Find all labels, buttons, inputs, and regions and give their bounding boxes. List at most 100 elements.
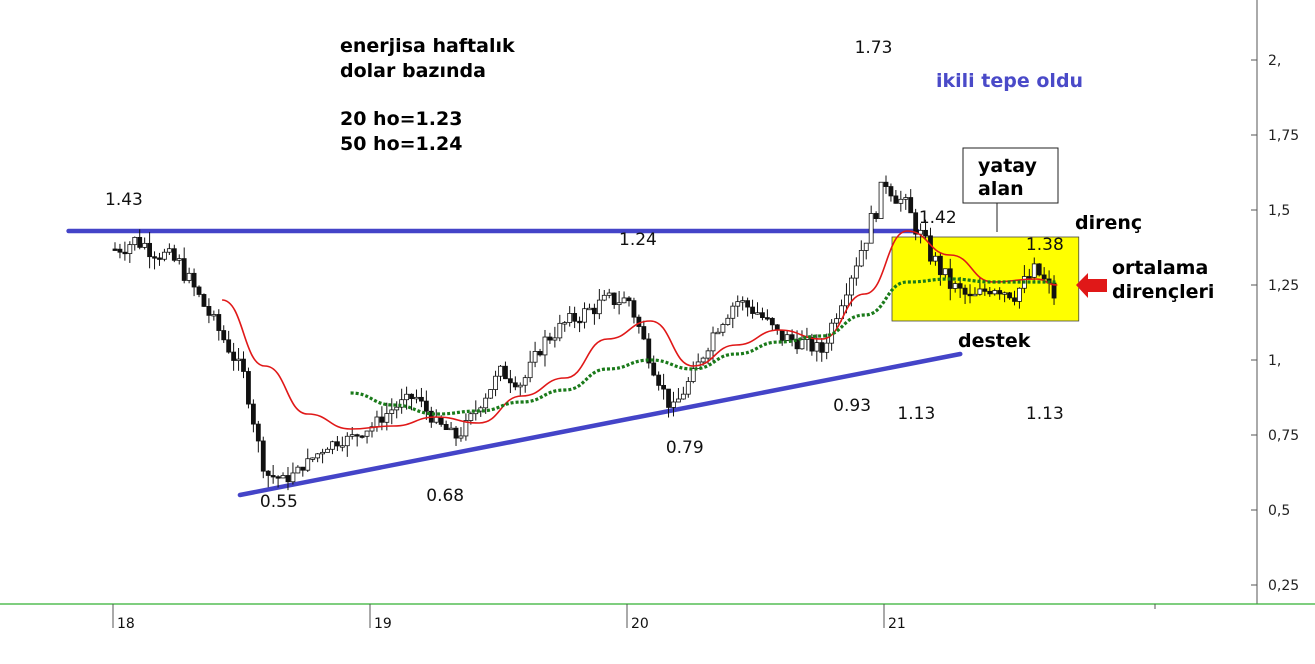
price-label: 1.24	[619, 230, 657, 250]
candlesticks	[112, 175, 1057, 491]
candle-body	[537, 351, 543, 356]
candle-body	[330, 441, 335, 450]
candle-body	[384, 413, 390, 423]
candle-body	[853, 265, 859, 279]
candle-body	[241, 358, 246, 372]
price-label: 1.13	[897, 404, 935, 424]
candle-body	[142, 242, 148, 248]
candle-body	[443, 423, 449, 431]
candle-body	[868, 213, 874, 244]
candle-body	[216, 314, 222, 331]
candle-body	[191, 272, 197, 288]
y-tick-label: 0,25	[1268, 578, 1299, 594]
price-label: 0.68	[426, 486, 464, 506]
candle-body	[893, 195, 899, 204]
candle-body	[305, 458, 311, 471]
candle-body	[819, 342, 825, 353]
candle-body	[596, 299, 602, 315]
candle-body	[676, 398, 681, 403]
candle-body	[774, 324, 780, 331]
candle-body	[285, 475, 291, 483]
candle-body	[1041, 274, 1047, 280]
candle-body	[270, 475, 276, 478]
candle-body	[789, 334, 795, 341]
arrow-icon	[1076, 273, 1107, 298]
candle-body	[260, 440, 266, 472]
candle-body	[359, 435, 365, 438]
candle-body	[977, 288, 983, 295]
candle-body	[325, 448, 330, 453]
candle-body	[863, 242, 869, 251]
candle-body	[354, 434, 360, 437]
candle-body	[364, 430, 370, 437]
candle-body	[280, 475, 286, 479]
resistance-note: direnç	[1075, 212, 1142, 234]
candle-body	[295, 466, 301, 474]
candle-body	[1026, 276, 1032, 279]
candle-body	[211, 314, 217, 317]
ma-resistance-note-2: dirençleri	[1112, 281, 1214, 303]
price-label: 1.43	[105, 190, 143, 210]
candle-body	[888, 186, 894, 197]
candle-body	[992, 290, 998, 295]
candle-body	[438, 416, 444, 425]
candle-body	[858, 250, 864, 267]
candle-body	[201, 294, 207, 307]
candle-body	[423, 400, 429, 412]
candle-body	[488, 389, 494, 399]
candle-body	[715, 331, 721, 335]
candle-body	[814, 342, 820, 352]
candle-body	[221, 330, 227, 341]
y-tick-label: 1,25	[1268, 278, 1299, 294]
candle-body	[226, 339, 232, 353]
y-tick-label: 1,	[1268, 353, 1281, 369]
price-labels: 1.430.550.681.240.790.931.731.841.421.38…	[105, 38, 1064, 512]
candle-body	[784, 334, 790, 341]
candle-body	[399, 399, 405, 408]
candle-body	[690, 368, 696, 382]
candle-body	[137, 236, 143, 248]
candle-body	[344, 435, 350, 447]
title-line-2: dolar bazında	[340, 60, 486, 82]
candle-body	[453, 427, 459, 439]
candle-body	[844, 294, 849, 307]
candle-body	[878, 181, 884, 219]
candle-body	[680, 393, 686, 400]
candle-body	[849, 277, 854, 296]
candle-body	[923, 229, 928, 237]
candle-body	[433, 416, 439, 423]
candle-body	[414, 396, 419, 400]
candle-body	[685, 381, 691, 395]
ma50-note: 50 ho=1.24	[340, 133, 462, 155]
candle-body	[997, 290, 1003, 295]
candle-body	[265, 470, 271, 476]
candle-body	[1017, 287, 1022, 302]
candle-body	[374, 416, 380, 428]
candle-body	[122, 251, 128, 255]
price-label: 0.55	[260, 492, 298, 512]
candle-body	[315, 453, 321, 459]
candle-body	[557, 322, 563, 339]
candle-body	[532, 351, 538, 363]
price-label: 0.93	[833, 396, 871, 416]
candle-body	[231, 351, 237, 361]
candle-body	[127, 244, 133, 254]
candle-body	[769, 317, 775, 326]
support-note: destek	[958, 330, 1031, 352]
candle-body	[1002, 292, 1008, 295]
candle-body	[463, 420, 469, 437]
candle-body	[448, 427, 454, 431]
ma-resistance-note-1: ortalama	[1112, 257, 1208, 279]
candle-body	[246, 371, 251, 405]
range-label-box	[962, 147, 1059, 204]
candle-body	[720, 324, 726, 333]
candle-body	[552, 337, 558, 341]
candle-body	[290, 472, 296, 483]
candle-body	[206, 306, 212, 316]
candle-body	[503, 365, 508, 380]
candle-body	[700, 357, 706, 363]
candle-body	[176, 258, 182, 261]
candle-body	[275, 476, 281, 479]
candle-body	[824, 342, 830, 353]
candle-body	[112, 248, 118, 251]
